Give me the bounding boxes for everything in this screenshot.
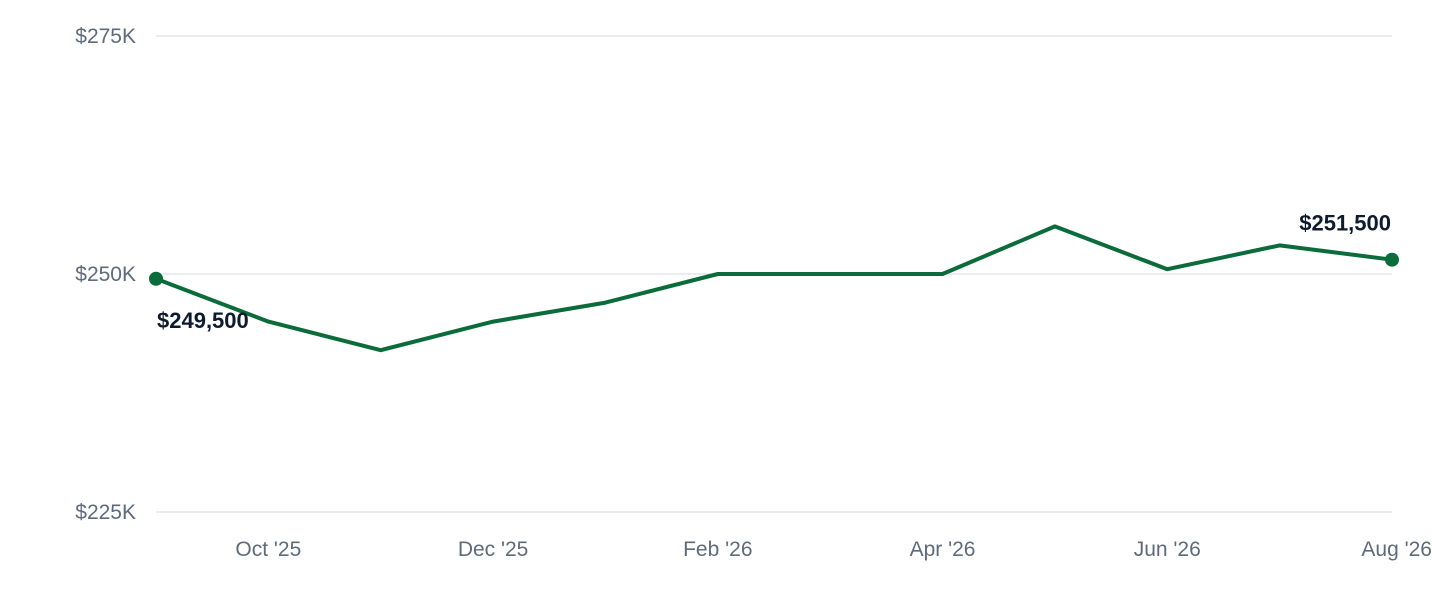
data-label: $249,500 [157, 308, 249, 333]
x-tick-label: Jun '26 [1134, 538, 1201, 561]
data-points [149, 252, 1399, 286]
series-line [154, 224, 1394, 353]
y-tick-label: $250K [75, 263, 136, 286]
x-tick-label: Apr '26 [910, 538, 976, 561]
series [154, 224, 1394, 353]
x-tick-label: Dec '25 [458, 538, 529, 561]
x-tick-label: Aug '26 [1361, 538, 1432, 561]
x-tick-label: Oct '25 [235, 538, 301, 561]
y-tick-label: $275K [75, 25, 136, 48]
data-point-marker [1385, 252, 1399, 267]
y-tick-label: $225K [75, 501, 136, 524]
x-axis-tick-labels: Oct '25 Dec '25 Feb '26 Apr '26 Jun '26 Aug '… [235, 538, 1432, 561]
x-tick-label: Feb '26 [683, 538, 752, 561]
data-point-marker [149, 271, 163, 286]
data-label: $251,500 [1299, 211, 1391, 236]
data-labels: $249,500 $251,500 [157, 211, 1391, 333]
y-axis-tick-labels: $275K $250K $225K [75, 25, 136, 524]
